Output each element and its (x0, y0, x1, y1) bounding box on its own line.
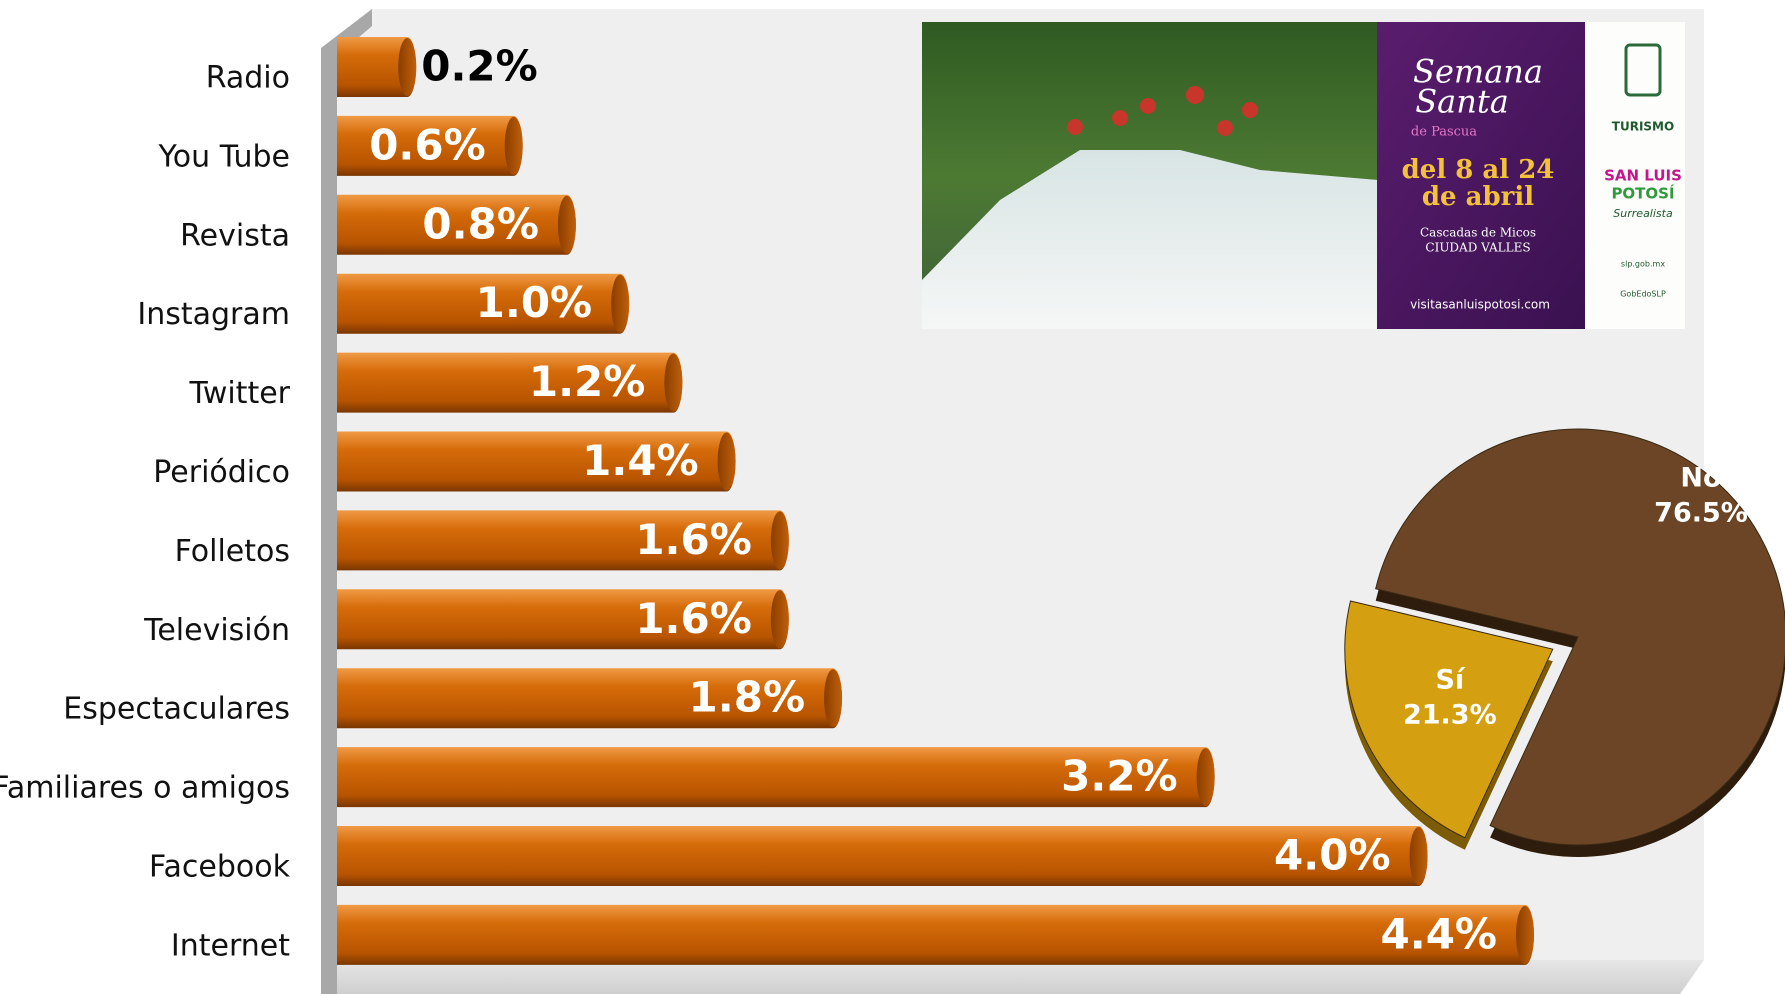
bar (337, 194, 576, 255)
y-tick-label: Twitter (188, 376, 290, 411)
data-label: 1.2% (529, 357, 645, 406)
poster-dates: de abril (1422, 182, 1534, 212)
data-label: 3.2% (1061, 752, 1177, 801)
poster: Semana Santa de Pascua del 8 al 24 de ab… (922, 22, 1685, 329)
poster-state: SAN LUIS (1604, 167, 1682, 185)
side-wall (321, 9, 372, 994)
pie-value-label: 76.5% (1654, 498, 1748, 529)
bar (337, 589, 789, 650)
data-label: 1.6% (635, 515, 751, 564)
bar (337, 747, 1215, 808)
bar-cap (557, 195, 576, 254)
bar-cap (664, 353, 683, 412)
y-tick-label: Periódico (153, 455, 290, 490)
bar (337, 273, 630, 334)
poster-title: Semana (1413, 53, 1543, 91)
data-label: 4.4% (1381, 909, 1497, 958)
y-tick-label: Instagram (137, 297, 290, 332)
bar (337, 668, 843, 729)
bar (337, 115, 523, 176)
data-label: 0.2% (421, 42, 537, 91)
bar (337, 431, 736, 492)
bar (337, 826, 1428, 886)
y-tick-label: Internet (171, 928, 290, 963)
bar-cap (1516, 905, 1534, 964)
poster-subtitle: de Pascua (1411, 125, 1477, 140)
logo (1624, 43, 1662, 97)
bar-cap (1409, 827, 1428, 885)
y-tick-label: You Tube (157, 139, 290, 174)
poster-place: Cascadas de Micos (1420, 226, 1536, 240)
y-tick-label: Familiares o amigos (0, 771, 290, 806)
poster-panel (1377, 22, 1585, 329)
poster-state: Surrealista (1613, 207, 1673, 220)
bar-cap (717, 432, 736, 491)
data-label: 0.8% (422, 199, 538, 248)
bar (337, 37, 417, 97)
y-tick-label: Revista (180, 218, 290, 253)
bar (337, 904, 1534, 965)
poster-dates: del 8 al 24 (1402, 155, 1555, 185)
y-tick-label: Televisión (143, 613, 290, 648)
bar (337, 352, 683, 413)
data-label: 1.0% (476, 278, 592, 327)
data-label: 1.6% (635, 594, 751, 643)
bar-cap (770, 511, 789, 570)
pie-slice (1344, 600, 1554, 839)
bar-cap (611, 274, 630, 333)
people (1067, 86, 1258, 136)
floor (337, 960, 1704, 994)
bar-cap (770, 590, 789, 649)
y-tick-label: Facebook (149, 850, 291, 885)
pie-label: No (1680, 463, 1721, 494)
poster-state: POTOSÍ (1611, 184, 1675, 203)
data-label: 0.6% (369, 120, 485, 169)
bar-cap (398, 38, 417, 96)
pie-value-label: 21.3% (1403, 699, 1497, 730)
pie-slice (1375, 428, 1785, 846)
bar (337, 510, 789, 571)
bar-cap (824, 669, 843, 728)
poster-title: Santa (1415, 83, 1509, 121)
waterfall (922, 150, 1378, 329)
y-tick-label: Radio (206, 61, 290, 96)
pie-label: Sí (1435, 664, 1465, 695)
data-label: 4.0% (1274, 831, 1390, 880)
bar-cap (504, 116, 523, 175)
y-tick-label: Folletos (175, 534, 290, 569)
poster-website: visitasanluispotosi.com (1410, 298, 1550, 312)
poster-strip (1585, 22, 1685, 329)
poster-place: CIUDAD VALLES (1425, 241, 1530, 255)
bar-cap (1196, 748, 1215, 807)
y-tick-label: Espectaculares (63, 692, 290, 727)
data-label: 1.4% (582, 436, 698, 485)
data-label: 1.8% (689, 673, 805, 722)
poster-brand: TURISMO (1612, 120, 1674, 134)
poster-handle: GobEdoSLP (1620, 290, 1666, 299)
poster-site: slp.gob.mx (1621, 260, 1665, 269)
